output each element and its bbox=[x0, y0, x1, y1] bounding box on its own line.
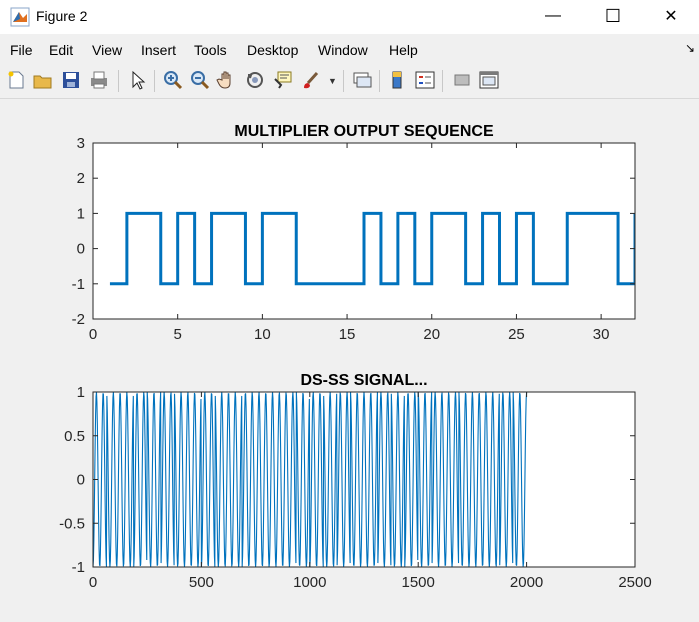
toolbar-separator bbox=[154, 70, 155, 92]
x-tick-label: 2500 bbox=[618, 574, 651, 591]
open-file-icon[interactable] bbox=[32, 69, 54, 91]
y-tick-label: -1 bbox=[72, 559, 85, 576]
series-line bbox=[109, 211, 635, 286]
rotate-3d-icon[interactable] bbox=[244, 69, 266, 91]
data-cursor-icon[interactable] bbox=[272, 69, 294, 91]
matlab-logo-icon bbox=[10, 7, 30, 27]
menu-file[interactable]: File bbox=[10, 42, 33, 58]
y-tick-label: 0.5 bbox=[64, 428, 85, 445]
zoom-in-icon[interactable] bbox=[162, 69, 184, 91]
figure-toolbar: ▼ bbox=[0, 64, 699, 99]
axes-box bbox=[92, 142, 636, 320]
y-tick-label: 0 bbox=[77, 241, 85, 258]
minimize-icon: — bbox=[545, 7, 561, 24]
menu-edit[interactable]: Edit bbox=[49, 42, 74, 58]
x-tick-label: 25 bbox=[508, 326, 525, 343]
x-tick-label: 15 bbox=[339, 326, 356, 343]
maximize-icon: ☐ bbox=[604, 5, 622, 26]
select-arrow-icon[interactable] bbox=[126, 69, 148, 91]
y-tick-label: -0.5 bbox=[59, 515, 85, 532]
x-tick-label: 20 bbox=[423, 326, 440, 343]
y-tick-label: 3 bbox=[77, 135, 85, 152]
y-tick-label: 2 bbox=[77, 170, 85, 187]
x-tick-label: 1500 bbox=[402, 574, 435, 591]
chart-title: MULTIPLIER OUTPUT SEQUENCE bbox=[234, 123, 494, 140]
menu-view[interactable]: View bbox=[92, 42, 123, 58]
minimize-button[interactable]: — bbox=[530, 0, 576, 32]
menu-help[interactable]: Help bbox=[389, 42, 418, 58]
x-tick-label: 5 bbox=[174, 326, 182, 343]
window-title: Figure 2 bbox=[36, 8, 88, 24]
menu-window[interactable]: Window bbox=[318, 42, 368, 58]
new-figure-icon[interactable] bbox=[5, 69, 27, 91]
x-tick-label: 1000 bbox=[293, 574, 326, 591]
y-tick-label: 1 bbox=[77, 384, 85, 401]
chart-title: DS-SS SIGNAL... bbox=[300, 372, 427, 389]
y-tick-label: -1 bbox=[72, 276, 85, 293]
menu-bar: File Edit View Insert Tools Desktop Wind… bbox=[0, 38, 699, 62]
x-tick-label: 0 bbox=[89, 326, 97, 343]
dock-icon[interactable]: ↘ bbox=[684, 41, 695, 55]
y-tick-label: 1 bbox=[77, 205, 85, 222]
maximize-button[interactable]: ☐ bbox=[590, 0, 636, 32]
brush-icon[interactable] bbox=[300, 69, 322, 91]
y-tick-label: 0 bbox=[77, 472, 85, 489]
series-line bbox=[93, 392, 528, 567]
zoom-out-icon[interactable] bbox=[189, 69, 211, 91]
toolbar-separator bbox=[379, 70, 380, 92]
x-tick-label: 500 bbox=[189, 574, 214, 591]
y-tick-label: -2 bbox=[72, 311, 85, 328]
figure-canvas: 0 5 10 15 20 25 30 -2 -1 0 1 2 3 MULTIPLIER OUTPUT SE… bbox=[0, 99, 699, 622]
colorbar-icon[interactable] bbox=[387, 69, 409, 91]
close-button[interactable]: ✕ bbox=[648, 0, 694, 32]
link-plot-icon[interactable] bbox=[351, 69, 373, 91]
hide-plot-tools-icon[interactable] bbox=[451, 69, 473, 91]
menu-insert[interactable]: Insert bbox=[141, 42, 177, 58]
toolbar-separator bbox=[343, 70, 344, 92]
x-tick-label: 2000 bbox=[510, 574, 543, 591]
close-icon: ✕ bbox=[664, 8, 678, 25]
brush-dropdown-icon[interactable]: ▼ bbox=[328, 76, 337, 86]
x-tick-label: 0 bbox=[89, 574, 97, 591]
toolbar-separator bbox=[118, 70, 119, 92]
save-icon[interactable] bbox=[60, 69, 82, 91]
pan-hand-icon[interactable] bbox=[216, 69, 238, 91]
x-tick-label: 30 bbox=[593, 326, 610, 343]
x-tick-label: 10 bbox=[254, 326, 271, 343]
title-bar: Figure 2 — ☐ ✕ bbox=[0, 0, 699, 34]
menu-tools[interactable]: Tools bbox=[194, 42, 227, 58]
toolbar-separator bbox=[442, 70, 443, 92]
legend-icon[interactable] bbox=[414, 69, 436, 91]
show-plot-tools-icon[interactable] bbox=[478, 69, 500, 91]
menu-desktop[interactable]: Desktop bbox=[247, 42, 299, 58]
print-icon[interactable] bbox=[88, 69, 110, 91]
